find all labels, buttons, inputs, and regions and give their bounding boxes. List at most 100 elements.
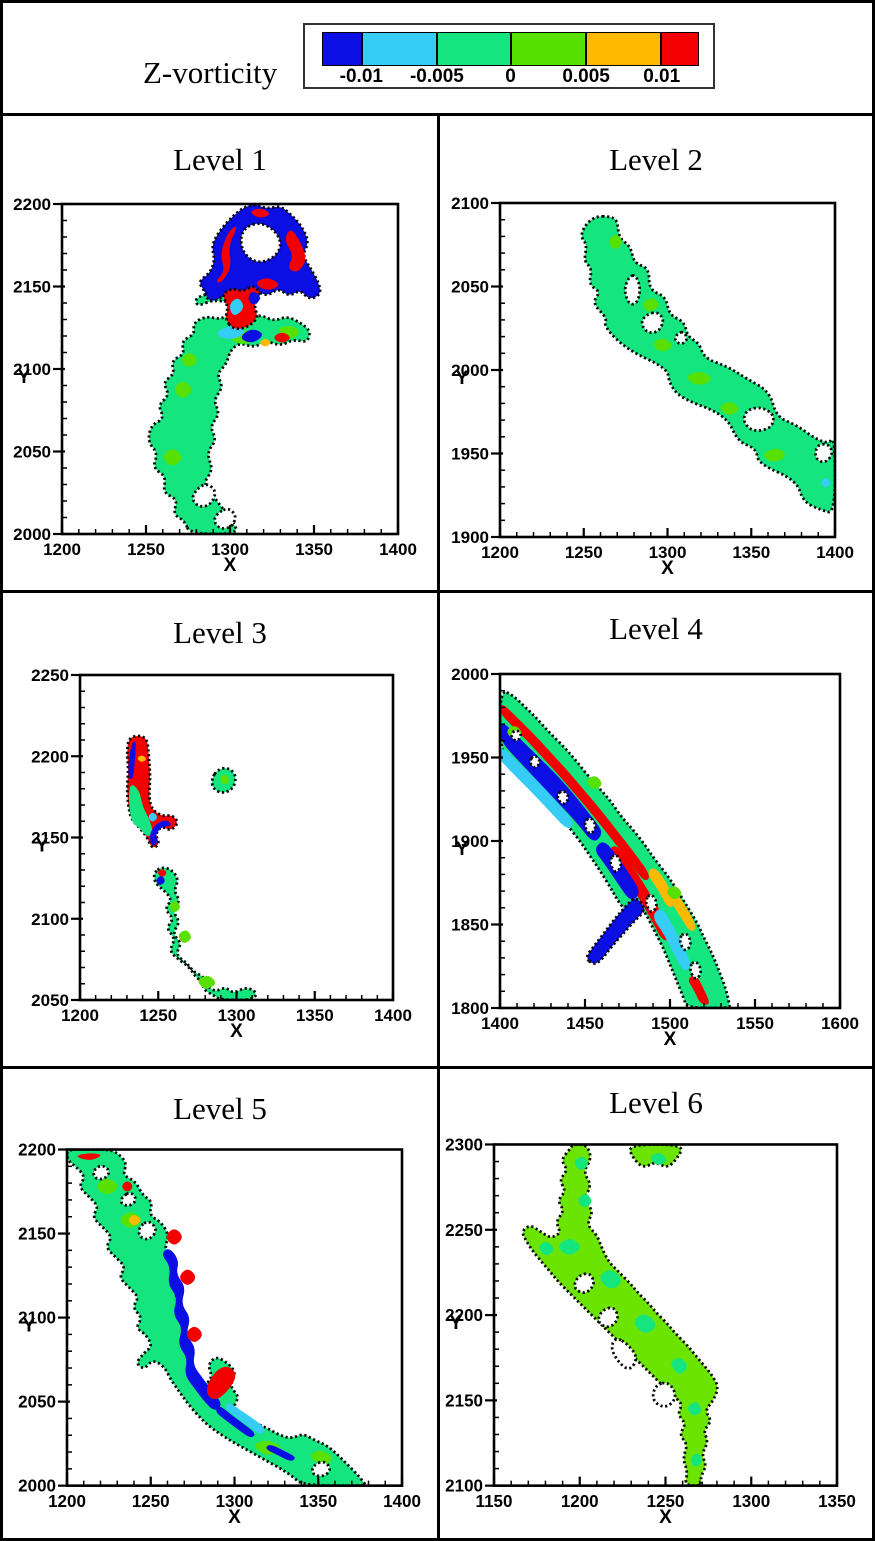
svg-text:2200: 2200 [18,1141,56,1160]
svg-text:2200: 2200 [13,195,51,214]
svg-text:X: X [230,1021,243,1042]
colorbar-swatch-0 [322,32,363,66]
colorbar-title: Z-vorticity [143,55,278,90]
svg-text:2050: 2050 [31,991,69,1010]
svg-text:2150: 2150 [31,829,69,848]
svg-text:1200: 1200 [43,540,81,559]
svg-text:1350: 1350 [732,543,770,562]
svg-text:2150: 2150 [445,1391,483,1410]
svg-text:1300: 1300 [649,543,687,562]
svg-text:2050: 2050 [451,278,489,297]
svg-text:1200: 1200 [481,543,519,562]
colorbar-swatch-5 [660,32,699,66]
svg-text:2100: 2100 [13,360,51,379]
panel-title-level-2: Level 2 [609,142,703,177]
colorbar: -0.01 -0.005 0 0.005 0.01 [303,23,715,89]
svg-text:1250: 1250 [139,1006,177,1025]
svg-text:2200: 2200 [445,1306,483,1325]
svg-text:2000: 2000 [13,525,51,544]
svg-text:2050: 2050 [18,1393,56,1412]
svg-text:X: X [661,558,674,579]
svg-text:Y: Y [18,367,31,388]
svg-text:1250: 1250 [127,540,165,559]
svg-text:2100: 2100 [18,1309,56,1328]
colorbar-swatch-3 [510,32,586,66]
svg-text:2200: 2200 [31,747,69,766]
svg-text:1600: 1600 [821,1014,859,1033]
svg-text:1850: 1850 [451,916,489,935]
svg-text:1300: 1300 [732,1492,770,1511]
plot-level-2: 1200 1250 1300 1350 1400 2100 2050 2000 1950 1900… [451,194,854,579]
svg-text:1250: 1250 [565,543,603,562]
svg-text:Y: Y [36,836,49,857]
colorbar-swatch-1 [362,32,438,66]
svg-text:Y: Y [23,1316,36,1337]
svg-text:1500: 1500 [651,1014,689,1033]
svg-text:1200: 1200 [48,1492,86,1511]
colorbar-value-0: -0.01 [339,66,383,87]
panel-title-level-5: Level 5 [173,1091,267,1126]
svg-text:2150: 2150 [13,278,51,297]
svg-text:1300: 1300 [216,1492,254,1511]
svg-text:1950: 1950 [451,749,489,768]
plot-level-1: 1200 1250 1300 1350 1400 2200 2150 2100 2050 2000… [13,195,417,576]
colorbar-value-3: 0.005 [562,66,610,87]
svg-text:2250: 2250 [445,1221,483,1240]
svg-text:1150: 1150 [476,1492,513,1511]
colorbar-value-4: 0.01 [643,66,681,87]
svg-text:1350: 1350 [295,540,333,559]
svg-text:1400: 1400 [379,540,417,559]
figure-header: Z-vorticity -0.01 -0.005 0 0.005 0.01 [3,3,872,116]
svg-text:1350: 1350 [299,1492,337,1511]
panel-level-2: 1200 1250 1300 1350 1400 2100 2050 2000 1950 1900… [440,116,872,593]
svg-text:X: X [224,555,237,576]
plot-level-4: 1400 1450 1500 1550 1600 2000 1950 1900 1850 1800… [451,665,859,1050]
panel-level-4: 1400 1450 1500 1550 1600 2000 1950 1900 1850 1800… [440,593,872,1069]
panel-title-level-6: Level 6 [609,1085,703,1120]
svg-text:X: X [659,1507,672,1528]
svg-text:1300: 1300 [218,1006,256,1025]
svg-text:Y: Y [456,368,469,389]
panel-level-5: 1200 1250 1300 1350 1400 2200 2150 2100 2050 2000… [3,1069,440,1538]
svg-text:2100: 2100 [31,910,69,929]
svg-text:2100: 2100 [445,1477,483,1496]
panel-title-level-3: Level 3 [173,615,267,650]
svg-text:1900: 1900 [451,832,489,851]
plot-level-3: 1200 1250 1300 1350 1400 2250 2200 2150 2100 2050… [31,666,412,1042]
plot-level-6: 1150 1200 1250 1300 1350 2300 2250 2200 2150 2100… [445,1135,856,1528]
svg-text:2150: 2150 [18,1225,56,1244]
svg-text:1300: 1300 [211,540,249,559]
panel-level-3: 1200 1250 1300 1350 1400 2250 2200 2150 2100 2050… [3,593,440,1069]
svg-text:2100: 2100 [451,194,489,213]
svg-text:1550: 1550 [736,1014,774,1033]
svg-text:2250: 2250 [31,666,69,685]
svg-text:1400: 1400 [481,1014,519,1033]
svg-text:2000: 2000 [451,361,489,380]
svg-text:X: X [664,1029,677,1050]
svg-text:1400: 1400 [816,543,854,562]
colorbar-value-1: -0.005 [409,66,464,87]
svg-text:1250: 1250 [647,1492,685,1511]
svg-text:2050: 2050 [13,443,51,462]
svg-text:1350: 1350 [818,1492,856,1511]
svg-text:1450: 1450 [566,1014,604,1033]
panel-title-level-4: Level 4 [609,611,703,646]
svg-text:X: X [228,1507,241,1528]
colorbar-value-2: 0 [505,66,516,87]
svg-text:1400: 1400 [383,1492,421,1511]
svg-text:2000: 2000 [18,1477,56,1496]
svg-text:1200: 1200 [561,1492,599,1511]
panel-level-1: 1200 1250 1300 1350 1400 2200 2150 2100 2050 2000… [3,116,440,593]
svg-text:1200: 1200 [61,1006,99,1025]
panel-level-6: 1150 1200 1250 1300 1350 2300 2250 2200 2150 2100… [440,1069,872,1538]
svg-text:1950: 1950 [451,445,489,464]
panel-title-level-1: Level 1 [173,142,267,177]
svg-text:1900: 1900 [451,528,489,547]
svg-text:1350: 1350 [296,1006,334,1025]
svg-text:2300: 2300 [445,1135,483,1154]
svg-text:Y: Y [456,839,469,860]
colorbar-swatch-4 [585,32,661,66]
svg-text:1250: 1250 [132,1492,170,1511]
svg-text:2000: 2000 [451,665,489,684]
